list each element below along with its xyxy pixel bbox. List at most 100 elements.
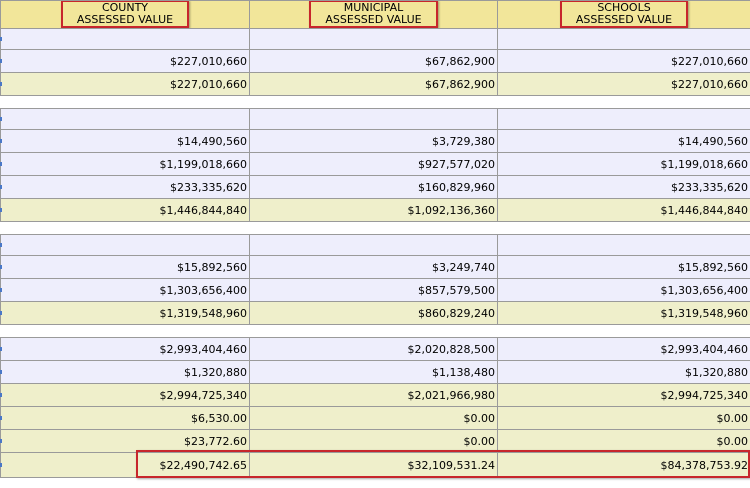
table-row xyxy=(0,108,750,130)
county-value-cell: $23,772.60 xyxy=(0,429,250,453)
schools-value-cell: $227,010,660 xyxy=(497,72,750,96)
municipal-value-cell: $67,862,900 xyxy=(249,49,498,73)
table-row: $1,319,548,960 $860,829,240 $1,319,548,960 xyxy=(0,301,750,325)
schools-value-cell: $1,199,018,660 xyxy=(497,152,750,176)
municipal-value-cell xyxy=(249,234,498,256)
municipal-value-cell: $32,109,531.24 xyxy=(249,452,498,478)
county-value-cell: $1,199,018,660 xyxy=(0,152,250,176)
county-value-cell: $1,320,880 xyxy=(0,360,250,384)
schools-value-cell xyxy=(497,221,750,235)
schools-header-line1: SCHOOLS xyxy=(597,0,651,14)
county-value-cell xyxy=(0,108,250,130)
municipal-value-cell: $2,020,828,500 xyxy=(249,337,498,361)
municipal-value-cell: $3,249,740 xyxy=(249,255,498,279)
county-value-cell xyxy=(0,221,250,235)
table-row: $14,490,560 $3,729,380 $14,490,560 xyxy=(0,129,750,153)
county-header-line2: ASSESSED VALUE xyxy=(76,12,174,26)
table-row: $1,446,844,840 $1,092,136,360 $1,446,844,8… xyxy=(0,198,750,222)
municipal-header-highlight: MUNICIPAL ASSESSED VALUE xyxy=(309,0,438,28)
county-value-cell: $14,490,560 xyxy=(0,129,250,153)
municipal-value-cell xyxy=(249,324,498,338)
schools-value-cell xyxy=(497,108,750,130)
municipal-value-cell xyxy=(249,221,498,235)
municipal-value-cell xyxy=(249,28,498,50)
municipal-value-cell: $0.00 xyxy=(249,406,498,430)
schools-value-cell: $233,335,620 xyxy=(497,175,750,199)
municipal-header-line2: ASSESSED VALUE xyxy=(325,12,422,26)
county-value-cell: $6,530.00 xyxy=(0,406,250,430)
schools-value-cell xyxy=(497,234,750,256)
county-value-cell xyxy=(0,324,250,338)
schools-value-cell: $2,994,725,340 xyxy=(497,383,750,407)
municipal-value-cell: $857,579,500 xyxy=(249,278,498,302)
table-row: $23,772.60 $0.00 $0.00 xyxy=(0,429,750,453)
schools-value-cell: $15,892,560 xyxy=(497,255,750,279)
row-marker-icon xyxy=(0,287,2,292)
county-value-cell: $1,446,844,840 xyxy=(0,198,250,222)
header-row: COUNTY ASSESSED VALUE MUNICIPAL ASSESSED… xyxy=(0,0,750,29)
row-marker-icon xyxy=(0,207,2,212)
schools-value-cell xyxy=(497,324,750,338)
county-value-cell: $22,490,742.65 xyxy=(0,452,250,478)
schools-value-cell: $14,490,560 xyxy=(497,129,750,153)
county-value-cell xyxy=(0,234,250,256)
table-row xyxy=(0,234,750,256)
municipal-value-cell: $860,829,240 xyxy=(249,301,498,325)
municipal-value-cell: $927,577,020 xyxy=(249,152,498,176)
municipal-value-cell: $67,862,900 xyxy=(249,72,498,96)
row-marker-icon xyxy=(0,310,2,315)
table-row: $227,010,660 $67,862,900 $227,010,660 xyxy=(0,72,750,96)
schools-value-cell xyxy=(497,28,750,50)
county-value-cell: $1,319,548,960 xyxy=(0,301,250,325)
row-marker-icon xyxy=(0,138,2,143)
municipal-value-cell: $1,092,136,360 xyxy=(249,198,498,222)
table-body: $227,010,660 $67,862,900 $227,010,660 $227,… xyxy=(0,28,750,478)
row-marker-icon xyxy=(0,264,2,269)
schools-value-cell: $84,378,753.92 xyxy=(497,452,750,478)
row-marker-icon xyxy=(0,415,2,420)
table-row: $227,010,660 $67,862,900 $227,010,660 xyxy=(0,49,750,73)
municipal-header-line1: MUNICIPAL xyxy=(343,0,404,14)
row-marker-icon xyxy=(0,462,2,467)
table-row: $233,335,620 $160,829,960 $233,335,620 xyxy=(0,175,750,199)
table-row: $2,993,404,460 $2,020,828,500 $2,993,404,4… xyxy=(0,337,750,361)
section-spacer-row xyxy=(0,221,750,235)
county-value-cell: $15,892,560 xyxy=(0,255,250,279)
municipal-value-cell xyxy=(249,95,498,109)
column-header-municipal[interactable]: MUNICIPAL ASSESSED VALUE xyxy=(249,0,498,29)
table-row xyxy=(0,28,750,50)
county-value-cell: $2,993,404,460 xyxy=(0,337,250,361)
schools-header-highlight: SCHOOLS ASSESSED VALUE xyxy=(559,0,689,28)
county-value-cell: $2,994,725,340 xyxy=(0,383,250,407)
column-header-county[interactable]: COUNTY ASSESSED VALUE xyxy=(0,0,250,29)
row-marker-icon xyxy=(0,438,2,443)
municipal-value-cell: $3,729,380 xyxy=(249,129,498,153)
section-spacer-row xyxy=(0,95,750,109)
schools-value-cell: $1,319,548,960 xyxy=(497,301,750,325)
row-marker-icon xyxy=(0,36,2,41)
row-marker-icon xyxy=(0,184,2,189)
assessed-values-table: COUNTY ASSESSED VALUE MUNICIPAL ASSESSED… xyxy=(0,0,750,478)
row-marker-icon xyxy=(0,161,2,166)
municipal-value-cell xyxy=(249,108,498,130)
county-value-cell: $233,335,620 xyxy=(0,175,250,199)
schools-value-cell: $0.00 xyxy=(497,406,750,430)
table-row: $22,490,742.65 $32,109,531.24 $84,378,753.… xyxy=(0,452,750,478)
schools-value-cell: $1,446,844,840 xyxy=(497,198,750,222)
county-value-cell: $1,303,656,400 xyxy=(0,278,250,302)
column-header-schools[interactable]: SCHOOLS ASSESSED VALUE xyxy=(497,0,750,29)
county-value-cell xyxy=(0,95,250,109)
county-value-cell xyxy=(0,28,250,50)
schools-value-cell: $1,303,656,400 xyxy=(497,278,750,302)
county-header-line1: COUNTY xyxy=(101,0,149,14)
row-marker-icon xyxy=(0,58,2,63)
municipal-value-cell: $2,021,966,980 xyxy=(249,383,498,407)
row-marker-icon xyxy=(0,346,2,351)
table-row: $15,892,560 $3,249,740 $15,892,560 xyxy=(0,255,750,279)
schools-value-cell: $1,320,880 xyxy=(497,360,750,384)
schools-value-cell xyxy=(497,95,750,109)
row-marker-icon xyxy=(0,242,2,247)
county-value-cell: $227,010,660 xyxy=(0,72,250,96)
row-marker-icon xyxy=(0,116,2,121)
municipal-value-cell: $160,829,960 xyxy=(249,175,498,199)
